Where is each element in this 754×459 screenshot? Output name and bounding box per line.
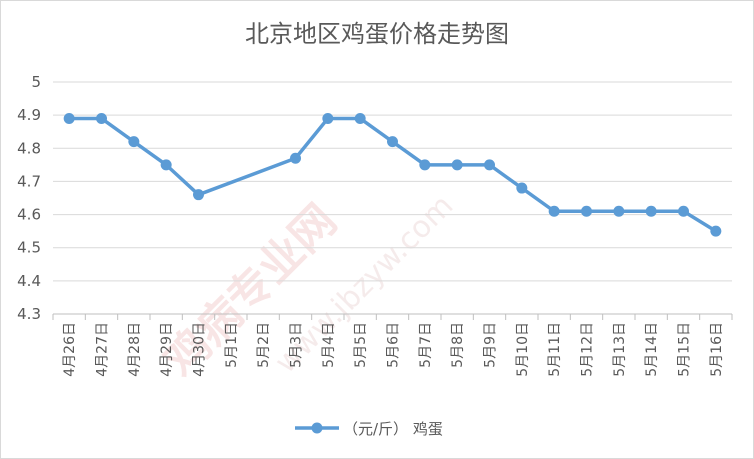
legend: （元/斤） 鸡蛋 (295, 420, 443, 438)
data-point (484, 159, 495, 171)
x-tick-label: 5月8日 (450, 322, 466, 368)
y-tick-label: 4.6 (17, 206, 41, 224)
x-tick-label: 5月15日 (677, 322, 693, 377)
x-tick-label: 5月2日 (256, 322, 272, 368)
x-tick-label: 5月3日 (289, 322, 305, 368)
data-point (710, 225, 722, 237)
x-tick-label: 4月30日 (192, 322, 208, 377)
data-point (354, 112, 366, 124)
y-tick-label: 5 (31, 73, 41, 91)
data-point (516, 182, 528, 194)
x-axis-ticks: 4月26日 4月27日 4月28日 4月29日 4月30日 5月1日 5月2日 5月3日 5月4… (52, 314, 733, 377)
x-tick-label: 5月10日 (515, 322, 531, 377)
x-tick-label: 4月26日 (62, 322, 78, 377)
y-tick-label: 4.4 (17, 272, 41, 290)
x-tick-label: 4月29日 (159, 322, 175, 377)
data-point (451, 159, 463, 171)
series (63, 112, 722, 237)
y-axis-ticks: 4.3 4.4 4.5 4.6 4.7 4.8 4.9 5 (17, 73, 41, 323)
legend-marker (311, 422, 323, 434)
data-point (290, 152, 301, 164)
x-tick-label: 5月4日 (321, 322, 337, 368)
x-tick-label: 5月5日 (353, 322, 369, 368)
x-tick-label: 4月28日 (127, 322, 143, 377)
x-tick-label: 5月14日 (644, 322, 660, 377)
x-tick-label: 5月13日 (612, 322, 628, 377)
data-point (193, 189, 204, 201)
y-tick-label: 4.5 (17, 239, 41, 257)
data-point (613, 205, 625, 217)
data-point (63, 112, 75, 124)
chart-title: 北京地区鸡蛋价格走势图 (245, 20, 509, 48)
y-tick-label: 4.7 (17, 172, 41, 190)
x-tick-label: 5月11日 (547, 322, 563, 377)
data-point (419, 159, 431, 171)
data-point (96, 112, 107, 124)
y-tick-label: 4.9 (17, 106, 41, 124)
data-point (581, 205, 592, 217)
legend-label: （元/斤） 鸡蛋 (343, 420, 443, 438)
data-point (160, 159, 172, 171)
y-tick-label: 4.8 (17, 139, 41, 157)
data-point (645, 205, 657, 217)
x-tick-label: 5月16日 (709, 322, 725, 377)
x-tick-label: 5月12日 (580, 322, 596, 377)
data-point (128, 136, 140, 148)
x-tick-label: 5月1日 (224, 322, 240, 368)
data-point (322, 112, 334, 124)
data-point (678, 205, 689, 217)
data-point (548, 205, 560, 217)
x-tick-label: 5月6日 (386, 322, 402, 368)
watermark-main: 鸡病专业网 (155, 195, 347, 387)
x-tick-label: 5月9日 (483, 322, 499, 368)
x-tick-label: 4月27日 (95, 322, 111, 377)
y-tick-label: 4.3 (17, 305, 41, 323)
x-tick-label: 5月7日 (418, 322, 434, 368)
data-point (387, 136, 398, 148)
